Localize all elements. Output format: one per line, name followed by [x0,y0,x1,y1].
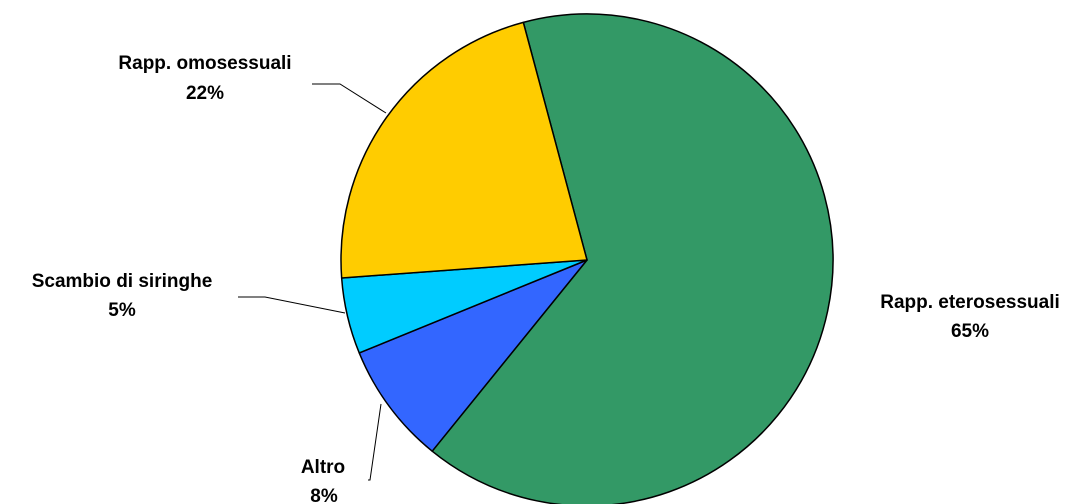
slice-label-altro: Altro [301,457,345,478]
pie-slice-omosessuali [340,21,588,279]
slice-value-eterosessuali: 65% [951,321,989,342]
slice-value-omosessuali: 22% [186,83,224,104]
slice-label-siringhe: Scambio di siringhe [32,271,213,292]
leader-line-altro [368,403,382,481]
leader-lines [238,83,387,481]
leader-line-siringhe [238,296,346,314]
slice-value-siringhe: 5% [108,300,136,321]
slice-value-altro: 8% [310,486,338,504]
pie-slice-altro [358,259,588,452]
leader-line-omosessuali [312,83,387,114]
slice-label-omosessuali: Rapp. omosessuali [118,53,291,74]
pie-slices [340,13,834,504]
slice-label-eterosessuali: Rapp. eterosessuali [880,292,1060,313]
pie-slice-eterosessuali [431,13,834,504]
